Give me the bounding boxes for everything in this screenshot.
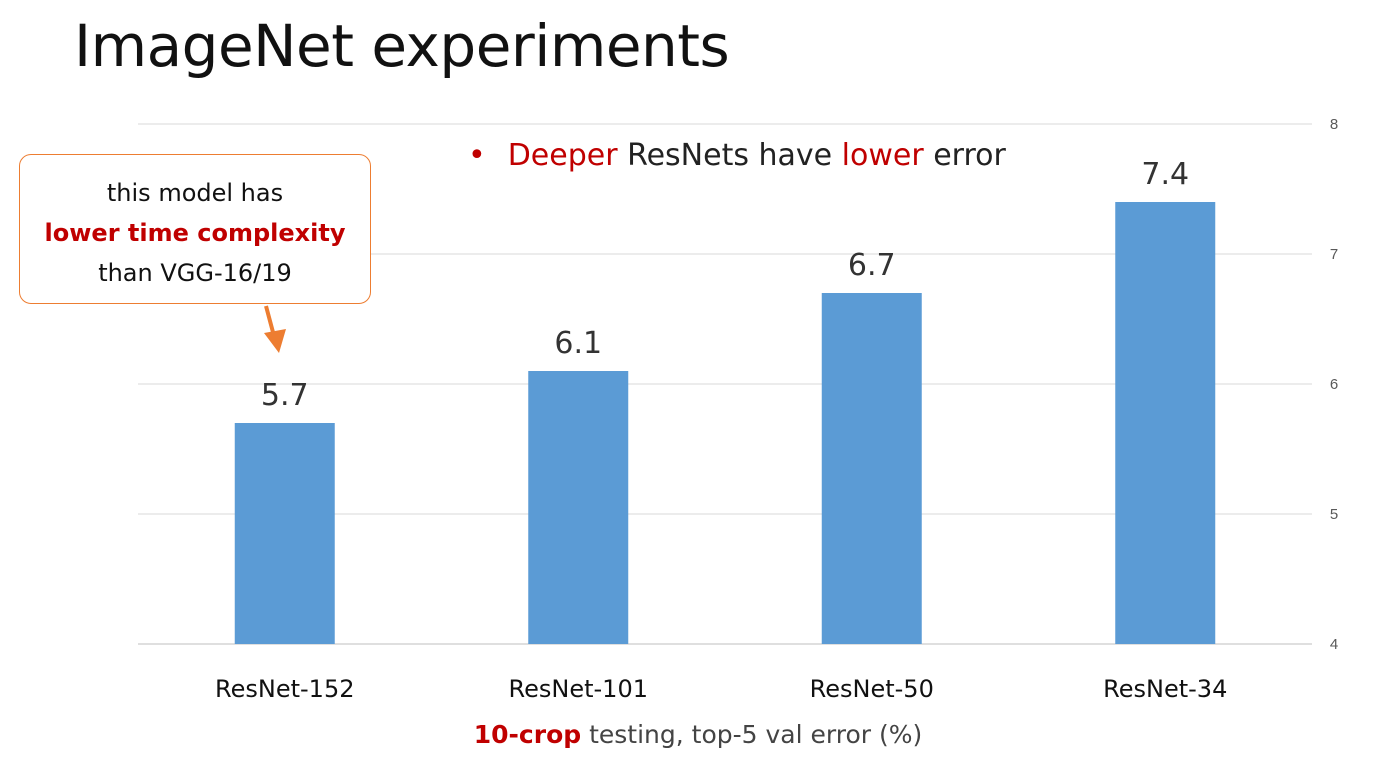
bar-value-label: 6.7 <box>848 248 896 283</box>
y-tick-label: 4 <box>1330 636 1338 653</box>
y-axis-ticks: 4 5 6 7 8 <box>1330 116 1338 653</box>
chart-caption: 10-crop testing, top-5 val error (%) <box>0 720 1396 749</box>
x-tick-label: ResNet-34 <box>1103 675 1227 703</box>
bars <box>234 202 1216 644</box>
bar <box>1115 202 1216 644</box>
callout-line-2: lower time complexity <box>44 219 346 247</box>
bar <box>821 293 922 644</box>
x-tick-label: ResNet-152 <box>215 675 354 703</box>
bullet-statement: • Deeper ResNets have lower error <box>468 138 1006 173</box>
x-tick-label: ResNet-101 <box>509 675 648 703</box>
caption-emphasis: 10-crop <box>473 720 582 749</box>
x-tick-label: ResNet-50 <box>810 675 934 703</box>
bullet-text-2: error <box>923 138 1006 173</box>
bar <box>528 371 629 644</box>
y-tick-label: 5 <box>1330 506 1338 523</box>
data-labels: 5.7 6.1 6.7 7.4 <box>261 157 1189 413</box>
bar-value-label: 7.4 <box>1141 157 1189 192</box>
callout-arrow-head <box>264 329 286 353</box>
caption-text: testing, top-5 val error (%) <box>581 720 923 749</box>
bar <box>234 423 335 644</box>
bar-value-label: 6.1 <box>554 326 602 361</box>
slide-title: ImageNet experiments <box>74 12 730 80</box>
bullet-text-1: ResNets have <box>617 138 842 173</box>
callout-box: this model has lower time complexity tha… <box>19 154 371 304</box>
y-tick-label: 8 <box>1330 116 1338 133</box>
y-tick-label: 6 <box>1330 376 1338 393</box>
bullet-word-deeper: Deeper <box>507 138 618 173</box>
callout-arrow-shaft <box>264 305 276 337</box>
bullet-marker: • <box>468 138 486 173</box>
bar-value-label: 5.7 <box>261 378 309 413</box>
bullet-word-lower: lower <box>841 138 924 173</box>
x-axis-ticks: ResNet-152 ResNet-101 ResNet-50 ResNet-34 <box>215 675 1227 703</box>
y-tick-label: 7 <box>1330 246 1338 263</box>
callout-line-1: this model has <box>106 179 284 207</box>
callout-arrow <box>264 305 286 353</box>
callout-line-3: than VGG-16/19 <box>98 259 292 287</box>
